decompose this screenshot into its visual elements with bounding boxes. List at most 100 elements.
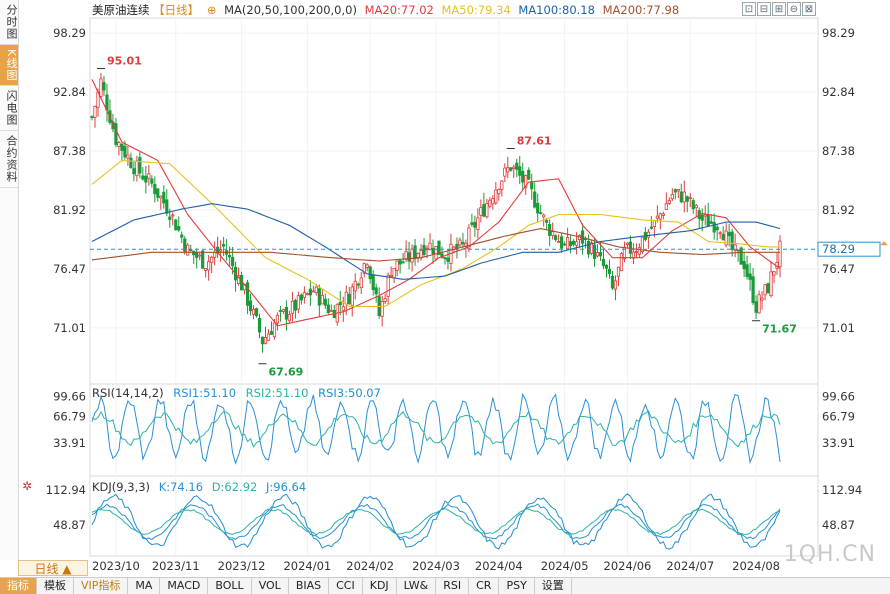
x-tick-label: 2024/01	[283, 559, 331, 573]
candle-body	[515, 162, 519, 170]
candle-body	[416, 252, 420, 258]
candle-body	[245, 282, 250, 306]
indicator-settings-icon[interactable]: ✲	[22, 479, 33, 493]
kdj-title[interactable]: KDJ(9,3,3)	[92, 480, 151, 494]
tab-settings[interactable]: 设置	[535, 578, 572, 594]
candle-body	[673, 189, 677, 193]
tab-vol[interactable]: VOL	[252, 578, 289, 594]
candle-body	[563, 243, 567, 246]
y-tick-label-right: 98.29	[822, 26, 855, 40]
candle-body	[724, 230, 728, 246]
candle-body	[595, 252, 600, 257]
candle-body	[613, 280, 618, 290]
candle-body	[709, 221, 713, 224]
candle-body	[458, 239, 462, 246]
candle-body	[655, 215, 659, 219]
candle-body	[114, 123, 118, 145]
x-tick-label: 2023/10	[92, 559, 140, 573]
kdj-panel-frame	[89, 475, 819, 557]
candle-body	[329, 309, 333, 312]
candle-body	[281, 309, 286, 312]
tab-cr[interactable]: CR	[469, 578, 500, 594]
rsi-tick-right: 66.79	[822, 410, 855, 424]
tab-psy[interactable]: PSY	[499, 578, 535, 594]
candle-body	[299, 294, 303, 301]
ma-line-ma100	[91, 203, 781, 280]
price-arrow-icon	[880, 241, 888, 246]
tab-lwr[interactable]: LW&	[397, 578, 437, 594]
candle-body	[446, 257, 450, 262]
fullscreen-icon[interactable]: ⊠	[802, 2, 816, 16]
side-tab-contract-info[interactable]: 合约资料	[0, 131, 18, 189]
rsi-tick-left: 66.79	[53, 410, 86, 424]
tab-rsi[interactable]: RSI	[436, 578, 470, 594]
candle-body	[619, 253, 624, 272]
zoom-out-icon[interactable]: ⊖	[787, 2, 801, 16]
candle-body	[440, 253, 444, 258]
candle-body	[269, 331, 274, 335]
candle-body	[102, 82, 106, 91]
rsi-title[interactable]: RSI(14,14,2)	[92, 386, 164, 400]
candle-body	[117, 142, 121, 147]
candle-body	[589, 242, 594, 254]
candle-body	[302, 292, 306, 298]
current-price-tag	[817, 241, 881, 257]
candle-body	[616, 266, 621, 277]
candle-body	[554, 235, 558, 241]
candle-body	[572, 240, 576, 245]
side-tab-kline[interactable]: K线图	[0, 45, 18, 87]
candle-body	[356, 283, 360, 286]
candle-body	[473, 221, 477, 228]
candle-body	[317, 288, 321, 306]
shrink-icon[interactable]: ⊟	[757, 2, 771, 16]
candle-body	[365, 264, 369, 268]
candle-body	[610, 275, 615, 289]
candle-body	[461, 241, 465, 245]
ma20-value: MA20:77.02	[364, 3, 434, 17]
candle-body	[147, 173, 151, 179]
candle-body	[156, 188, 160, 198]
chart-canvas[interactable]: 98.29 98.29 92.84 92.84 87.38 87.38 81.92 81.92…	[0, 0, 890, 577]
candle-body	[99, 78, 103, 97]
candle-body	[144, 175, 148, 183]
y-tick-label-left: 98.29	[53, 26, 86, 40]
tab-bias[interactable]: BIAS	[289, 578, 330, 594]
tab-vip-indicator[interactable]: VIP指标	[74, 578, 129, 594]
side-tab-timeshare[interactable]: 分时图	[0, 0, 18, 45]
candle-body	[284, 306, 289, 320]
tab-indicator[interactable]: 指标	[0, 578, 37, 594]
candle-body	[201, 250, 205, 269]
expand-icon[interactable]: ⊡	[742, 2, 756, 16]
rsi-tick-left: 99.66	[53, 389, 86, 403]
tab-kdj[interactable]: KDJ	[363, 578, 397, 594]
candle-body	[347, 293, 351, 305]
candle-body	[542, 214, 546, 218]
side-tab-flash[interactable]: 闪电图	[0, 86, 18, 132]
period-select-button[interactable]: 日线 ▲	[18, 560, 88, 576]
candle-body	[688, 197, 692, 200]
tab-ma[interactable]: MA	[128, 578, 161, 594]
candle-body	[766, 283, 770, 294]
candle-body	[718, 232, 722, 235]
candle-body	[213, 251, 217, 258]
candle-body	[383, 298, 387, 302]
tab-boll[interactable]: BOLL	[208, 578, 252, 594]
side-tab-bar: 分时图 K线图 闪电图 合约资料	[0, 0, 19, 560]
candle-body	[676, 188, 680, 192]
candle-body	[180, 234, 184, 238]
tab-template[interactable]: 模板	[37, 578, 74, 594]
tab-cci[interactable]: CCI	[329, 578, 363, 594]
settings-icon[interactable]: ⊕	[206, 3, 217, 17]
candle-body	[431, 248, 435, 255]
candle-body	[748, 273, 752, 280]
candle-body	[186, 244, 190, 256]
candle-body	[637, 247, 642, 255]
candle-body	[410, 248, 414, 263]
candle-body	[248, 300, 253, 312]
ma-params[interactable]: MA(20,50,100,200,0,0)	[224, 3, 357, 17]
candle-body	[536, 202, 540, 214]
zoom-in-icon[interactable]: ⊞	[772, 2, 786, 16]
tab-macd[interactable]: MACD	[160, 578, 209, 594]
rsi-tick-left: 33.91	[53, 436, 86, 450]
candle-body	[658, 213, 662, 220]
